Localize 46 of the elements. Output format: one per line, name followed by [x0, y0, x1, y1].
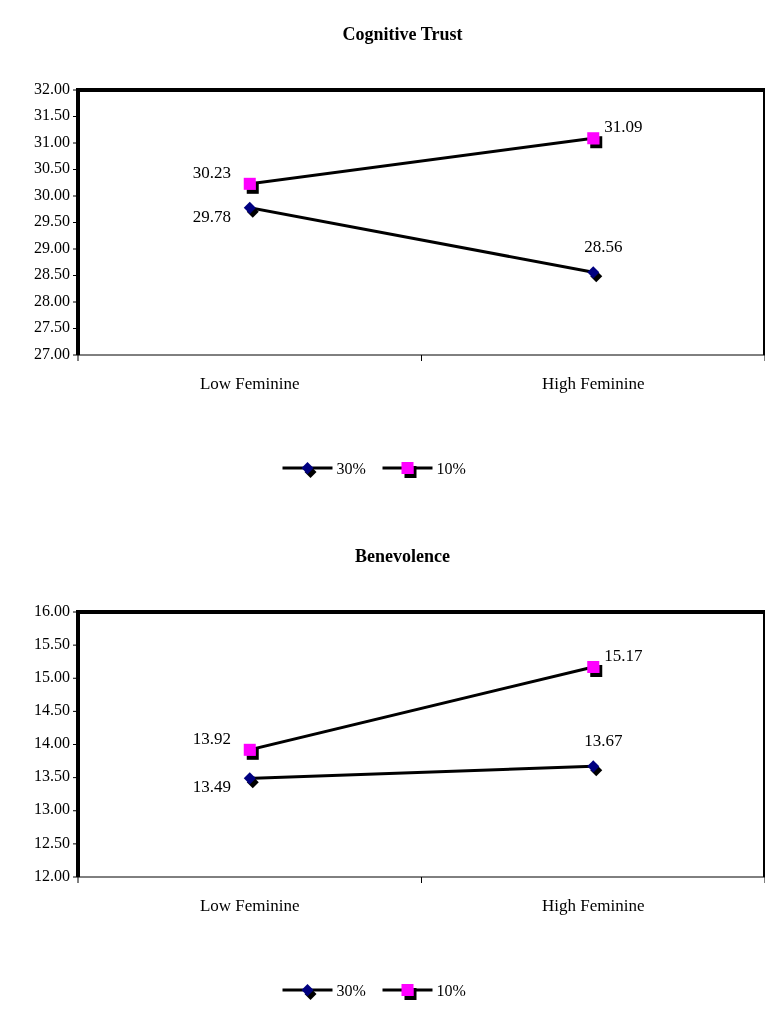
- data-label: 13.92: [192, 728, 231, 748]
- data-label: 15.17: [604, 645, 643, 665]
- x-tick-label: Low Feminine: [199, 374, 300, 393]
- data-label: 13.49: [192, 777, 231, 797]
- y-tick-label: 32.00: [34, 79, 70, 97]
- point: [587, 660, 600, 673]
- y-tick-label: 12.50: [34, 833, 70, 851]
- data-label: 13.67: [584, 731, 623, 751]
- y-tick-label: 29.00: [34, 238, 70, 256]
- point: [243, 772, 256, 785]
- legend-label: 30%: [336, 982, 366, 999]
- y-tick-label: 28.00: [34, 291, 70, 309]
- y-tick-label: 14.00: [34, 734, 70, 752]
- x-tick-label: High Feminine: [542, 374, 645, 393]
- y-tick-label: 15.00: [34, 667, 70, 685]
- data-label: 28.56: [584, 237, 623, 257]
- point: [243, 177, 256, 190]
- y-tick-label: 27.50: [34, 318, 70, 336]
- x-tick-label: Low Feminine: [199, 896, 300, 915]
- y-tick-label: 28.50: [34, 265, 70, 283]
- y-tick-label: 16.00: [34, 601, 70, 619]
- y-tick-label: 12.00: [34, 866, 70, 884]
- point: [243, 743, 256, 756]
- data-label: 31.09: [604, 117, 643, 137]
- y-tick-label: 31.50: [34, 106, 70, 124]
- legend-label: 10%: [436, 982, 466, 999]
- chart-title: Cognitive Trust: [342, 24, 463, 44]
- x-tick-label: High Feminine: [542, 896, 645, 915]
- point: [587, 266, 600, 279]
- y-tick-label: 14.50: [34, 701, 70, 719]
- legend-label: 10%: [436, 460, 466, 477]
- y-tick-label: 30.00: [34, 185, 70, 203]
- point: [587, 132, 600, 145]
- data-label: 30.23: [192, 162, 231, 182]
- y-tick-label: 30.50: [34, 159, 70, 177]
- y-tick-label: 29.50: [34, 212, 70, 230]
- y-tick-label: 13.00: [34, 800, 70, 818]
- legend-label: 30%: [336, 460, 366, 477]
- y-tick-label: 15.50: [34, 634, 70, 652]
- point: [587, 760, 600, 773]
- y-tick-label: 31.00: [34, 132, 70, 150]
- data-label: 29.78: [192, 206, 231, 226]
- chart-title: Benevolence: [355, 546, 450, 566]
- point: [243, 201, 256, 214]
- y-tick-label: 13.50: [34, 767, 70, 785]
- y-tick-label: 27.00: [34, 344, 70, 362]
